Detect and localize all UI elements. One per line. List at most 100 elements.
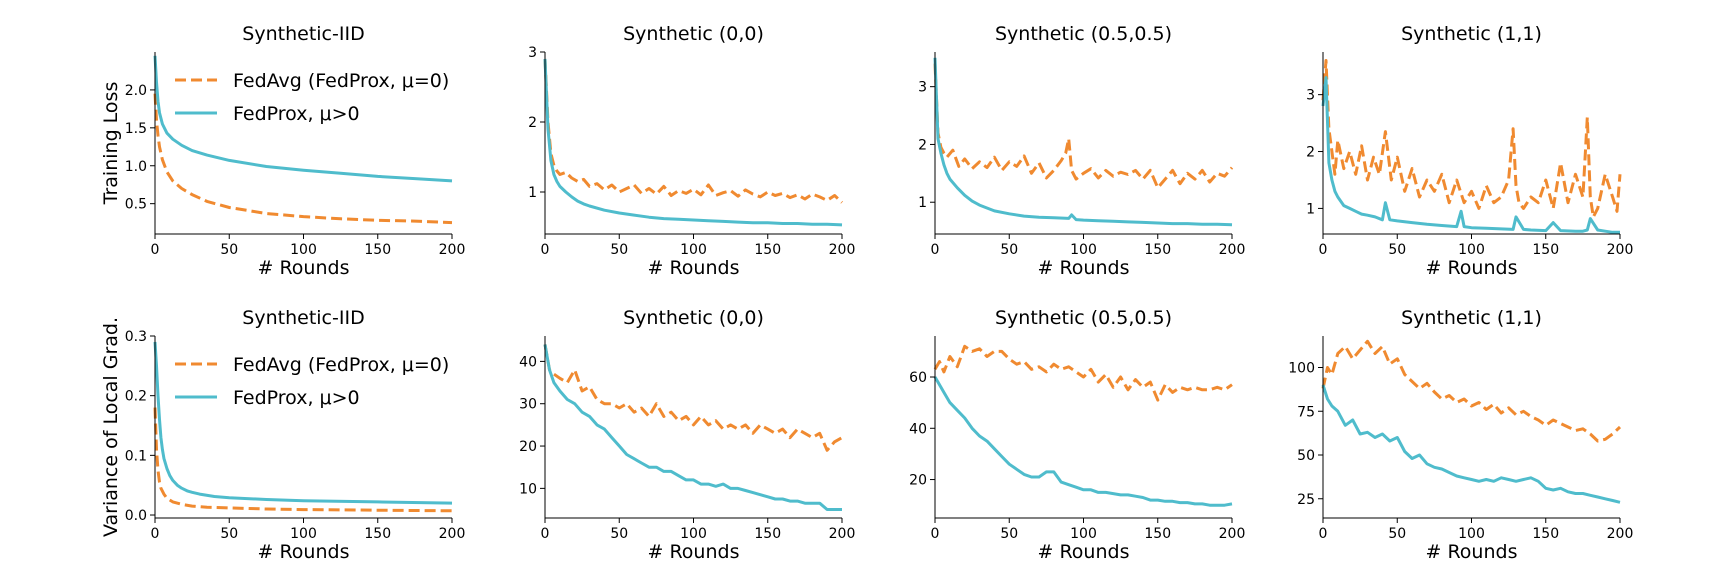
fedavg-series-line — [153, 93, 453, 225]
x-tick-label: 50 — [220, 242, 238, 258]
x-tick-label: 50 — [610, 242, 628, 258]
y-tick-label: 40 — [519, 354, 537, 370]
fedprox-series-line — [933, 57, 1233, 227]
legend-fedprox-label: FedProx, μ>0 — [233, 103, 360, 125]
fedavg-series-line — [1321, 339, 1622, 443]
y-tick-label: 1 — [1306, 201, 1315, 217]
x-tick-label: 100 — [1070, 242, 1097, 258]
x-tick-label: 0 — [1319, 526, 1328, 542]
y-tick-label: 3 — [918, 80, 927, 96]
chart-panel-1: 0 50 100 150 200 0.5 1.0 1.5 2.0 Synthetic-IID # R… — [100, 23, 465, 279]
x-tick-label: 100 — [680, 242, 707, 258]
x-tick-label: 100 — [680, 526, 707, 542]
y-tick-label: 0.3 — [125, 329, 147, 345]
fedprox-series-line — [543, 344, 842, 511]
x-tick-label: 100 — [1070, 526, 1097, 542]
y-tick-label: 75 — [1297, 404, 1315, 420]
chart-title: Synthetic (0,0) — [623, 23, 764, 45]
y-tick-label: 60 — [909, 370, 927, 386]
fedprox-series-line — [933, 376, 1233, 507]
chart-panel-6: 0 50 100 150 200 10 20 30 40 Synthetic (0,0) # Rou… — [519, 307, 855, 563]
x-axis-label: # Rounds — [258, 541, 350, 563]
x-tick-label: 0 — [151, 526, 160, 542]
chart-panel-5: 0 50 100 150 200 0.0 0.1 0.2 0.3 Synthetic-IID # R… — [100, 307, 465, 563]
y-tick-label: 1 — [918, 195, 927, 211]
x-tick-label: 150 — [364, 242, 391, 258]
fedprox-series-line — [153, 55, 453, 183]
y-tick-label: 3 — [528, 45, 537, 61]
x-tick-label: 150 — [364, 526, 391, 542]
fedprox-series-line — [153, 341, 453, 505]
x-tick-label: 50 — [1000, 526, 1018, 542]
chart-panel-7: 0 50 100 150 200 20 40 60 Synthetic (0.5,0.5) # R… — [909, 307, 1245, 563]
x-tick-label: 50 — [1388, 242, 1406, 258]
x-axis-label: # Rounds — [1426, 541, 1518, 563]
y-tick-label: 0.1 — [125, 448, 147, 464]
x-tick-label: 100 — [1458, 526, 1485, 542]
chart-title: Synthetic (1,1) — [1401, 23, 1542, 45]
x-tick-label: 0 — [1319, 242, 1328, 258]
y-tick-label: 2.0 — [125, 83, 147, 99]
y-tick-label: 3 — [1306, 88, 1315, 104]
x-tick-label: 150 — [1144, 242, 1171, 258]
x-tick-label: 0 — [931, 242, 940, 258]
x-axis-label: # Rounds — [1038, 257, 1130, 279]
y-tick-label: 10 — [519, 481, 537, 497]
y-tick-label: 2 — [528, 115, 537, 131]
y-tick-label: 2 — [918, 137, 927, 153]
y-tick-label: 25 — [1297, 492, 1315, 508]
x-tick-label: 200 — [829, 242, 856, 258]
x-axis-label: # Rounds — [648, 541, 740, 563]
x-tick-label: 0 — [151, 242, 160, 258]
x-axis-label: # Rounds — [1038, 541, 1130, 563]
y-tick-label: 1 — [528, 185, 537, 201]
y-tick-label: 0.5 — [125, 197, 147, 213]
fedavg-series-line — [1321, 59, 1622, 219]
y-axis-label: Training Loss — [100, 82, 122, 206]
x-tick-label: 0 — [541, 242, 550, 258]
x-tick-label: 150 — [1532, 526, 1559, 542]
x-tick-label: 50 — [1388, 526, 1406, 542]
y-tick-label: 20 — [519, 439, 537, 455]
chart-title: Synthetic (0.5,0.5) — [995, 23, 1172, 45]
legend-fedprox-label: FedProx, μ>0 — [233, 387, 360, 409]
fedprox-series-line — [1321, 384, 1621, 504]
chart-panel-2: 0 50 100 150 200 1 2 3 Synthetic (0,0) # Rounds — [528, 23, 855, 279]
chart-title: Synthetic (0.5,0.5) — [995, 307, 1172, 329]
y-tick-label: 1.5 — [125, 121, 147, 137]
x-tick-label: 0 — [931, 526, 940, 542]
x-tick-label: 150 — [754, 526, 781, 542]
x-axis-label: # Rounds — [258, 257, 350, 279]
x-tick-label: 100 — [1458, 242, 1485, 258]
x-axis-label: # Rounds — [648, 257, 740, 279]
x-tick-label: 200 — [439, 526, 466, 542]
y-tick-label: 1.0 — [125, 159, 147, 175]
chart-title: Synthetic-IID — [242, 23, 364, 45]
chart-title: Synthetic-IID — [242, 307, 364, 329]
x-tick-label: 50 — [1000, 242, 1018, 258]
y-tick-label: 50 — [1297, 448, 1315, 464]
x-tick-label: 50 — [610, 526, 628, 542]
fedavg-series-line — [933, 344, 1233, 402]
chart-title: Synthetic (1,1) — [1401, 307, 1542, 329]
y-axis-label: Variance of Local Grad. — [100, 317, 122, 537]
fedavg-series-line — [543, 58, 844, 204]
chart-panel-3: 0 50 100 150 200 1 2 3 Synthetic (0.5,0.5) # Roun… — [918, 23, 1245, 279]
x-tick-label: 100 — [290, 526, 317, 542]
x-tick-label: 200 — [1607, 526, 1634, 542]
x-tick-label: 0 — [541, 526, 550, 542]
x-tick-label: 200 — [1219, 242, 1246, 258]
x-tick-label: 200 — [1607, 242, 1634, 258]
x-tick-label: 150 — [1532, 242, 1559, 258]
chart-panel-4: 0 50 100 150 200 1 2 3 Synthetic (1,1) # Rounds — [1306, 23, 1633, 279]
y-tick-label: 0.0 — [125, 508, 147, 524]
x-tick-label: 100 — [290, 242, 317, 258]
x-tick-label: 200 — [829, 526, 856, 542]
fedavg-series-line — [153, 407, 453, 513]
y-tick-label: 20 — [909, 473, 927, 489]
chart-title: Synthetic (0,0) — [623, 307, 764, 329]
x-axis-label: # Rounds — [1426, 257, 1518, 279]
fedavg-series-line — [933, 63, 1234, 190]
fedprox-series-line — [1321, 76, 1620, 234]
